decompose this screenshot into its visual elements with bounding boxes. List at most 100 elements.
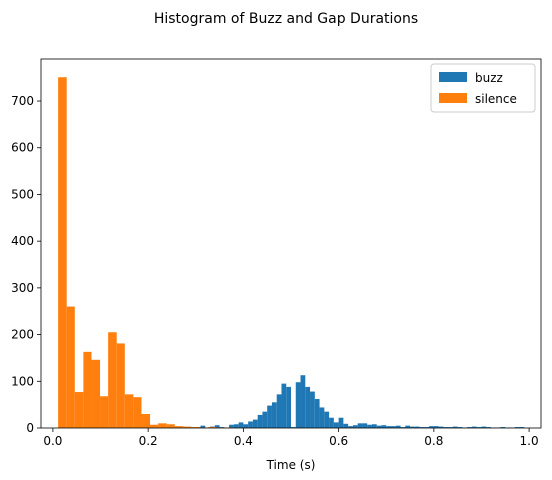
buzz-bar [276,394,282,428]
silence-bar [124,394,134,428]
buzz-bar [252,419,258,428]
silence-bar [66,306,75,428]
buzz-bar [291,427,296,428]
y-tick-label: 100 [11,374,34,388]
buzz-bar [319,407,325,428]
buzz-bar [400,427,406,428]
buzz-bar [271,402,277,428]
buzz-bar [476,427,482,428]
buzz-bar [452,426,458,428]
buzz-bar [352,425,358,428]
buzz-bar [248,421,253,428]
x-tick-label: 0.6 [329,434,348,448]
buzz-bar [229,424,234,428]
buzz-bar [471,426,477,428]
buzz-bar [348,426,353,428]
buzz-bar [324,411,330,428]
buzz-bar [486,427,491,428]
x-axis-label: Time (s) [266,458,316,472]
legend-label-silence: silence [475,92,517,106]
buzz-bar [457,427,463,428]
y-tick-label: 300 [11,281,34,295]
silence-bar [141,413,151,428]
buzz-bar [362,423,368,428]
buzz-bar [414,426,420,428]
y-tick-label: 500 [11,187,34,201]
silence-bar [74,392,84,428]
x-axis: 0.0 0.2 0.4 0.6 0.8 1.0 [43,428,539,448]
y-axis: 0 100 200 300 400 500 600 700 [11,94,41,435]
silence-bar [133,397,142,428]
buzz-bar [233,424,239,428]
x-tick-label: 0.0 [43,434,62,448]
silence-bar [183,426,192,428]
silence-bar [208,427,217,428]
buzz-bar [281,383,287,428]
buzz-bar [395,425,401,428]
silence-bar [116,343,125,428]
bars-layer [58,77,525,428]
buzz-bar [500,427,506,428]
silence-bar [158,423,167,428]
buzz-bar [257,414,263,428]
legend-label-buzz: buzz [475,71,503,85]
buzz-bar [467,427,472,428]
buzz-bar [357,423,363,428]
buzz-bar [300,375,306,428]
buzz-bar [262,411,268,428]
x-tick-label: 0.4 [234,434,253,448]
buzz-bar [367,424,372,428]
y-tick-label: 700 [11,94,34,108]
silence-bar [174,426,184,428]
buzz-bar [338,417,344,428]
legend-swatch-buzz [439,72,467,82]
buzz-bar [381,425,387,428]
buzz-bar [481,426,487,428]
silence-bar [91,359,101,428]
x-tick-label: 0.8 [424,434,443,448]
buzz-bar [429,426,434,428]
buzz-bar [514,427,520,428]
silence-bar [191,427,201,428]
buzz-bar [371,424,377,428]
silence-bar [58,77,67,428]
buzz-bar [310,391,315,428]
buzz-bar [286,386,291,428]
plot-frame [40,58,542,429]
buzz-bar [438,426,444,428]
buzz-bar [424,427,430,428]
y-tick-label: 400 [11,234,34,248]
buzz-bar [295,382,301,428]
buzz-bar [333,422,339,428]
buzz-bar [267,405,272,428]
buzz-bar [419,427,425,428]
buzz-bar [410,426,415,428]
silence-bar [83,351,92,428]
buzz-bar [386,426,391,428]
buzz-bar [243,424,249,428]
chart-title: Histogram of Buzz and Gap Durations [154,11,418,27]
silence-bar [100,396,109,428]
buzz-bar [329,417,334,428]
buzz-bar [214,425,220,428]
silence-bar [150,424,159,428]
legend-swatch-silence [439,93,467,103]
silence-bar [166,424,175,428]
buzz-bar [376,425,382,428]
x-tick-label: 0.2 [139,434,158,448]
y-tick-label: 600 [11,141,34,155]
buzz-bar [314,399,320,428]
buzz-bar [200,425,206,428]
buzz-bar [391,426,396,428]
x-tick-label: 1.0 [520,434,539,448]
silence-bar [108,332,117,428]
y-tick-label: 200 [11,328,34,342]
buzz-bar [443,427,449,428]
buzz-bar [433,426,439,428]
legend: buzz silence [430,63,536,113]
buzz-bar [448,427,453,428]
buzz-bar [238,422,244,428]
y-tick-label: 0 [26,421,34,435]
buzz-bar [343,423,349,428]
